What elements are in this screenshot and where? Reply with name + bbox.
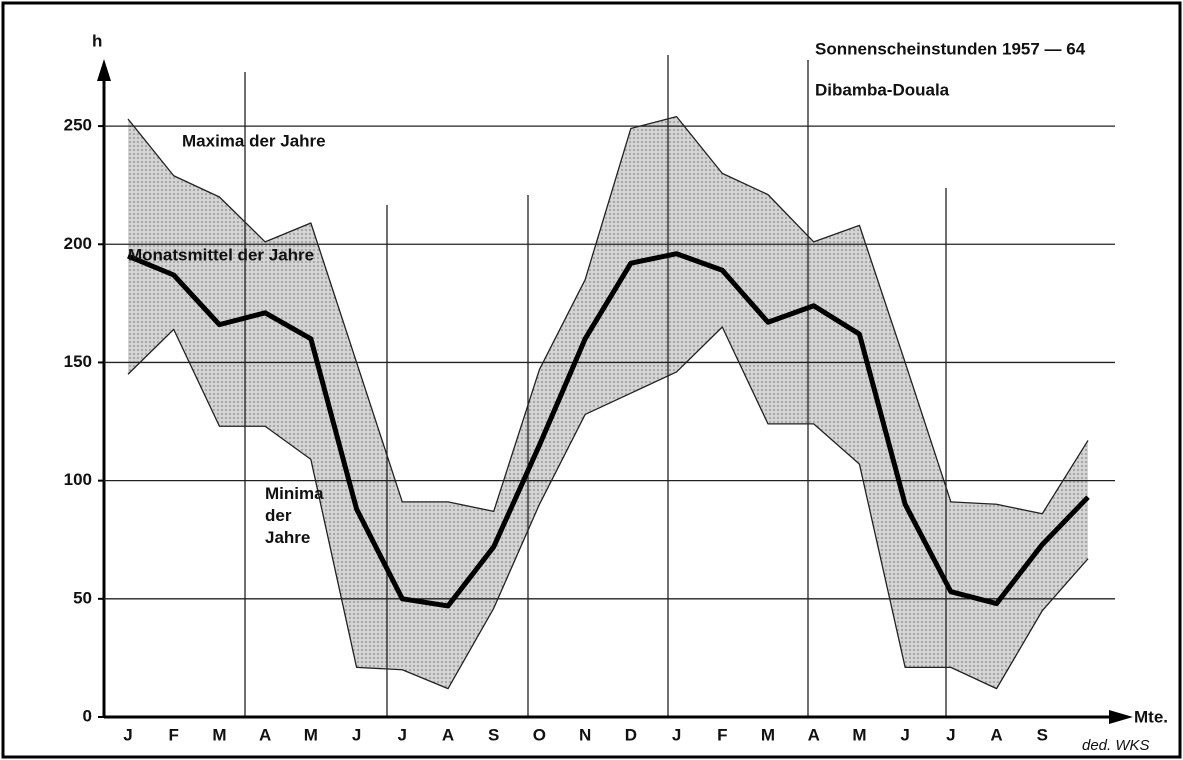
series-label: Maxima der Jahre xyxy=(182,131,326,150)
x-tick-label: M xyxy=(304,725,318,744)
y-axis-arrow xyxy=(97,59,111,81)
band-fill xyxy=(128,116,1088,689)
mean-line xyxy=(127,251,1090,609)
chart-title: Sonnenscheinstunden 1957 — 64 xyxy=(815,39,1086,58)
x-tick-label: J xyxy=(352,725,361,744)
y-tick-label: 250 xyxy=(64,116,92,135)
x-tick-label: N xyxy=(579,725,591,744)
x-tick-label: M xyxy=(212,725,226,744)
y-tick-label: 50 xyxy=(73,588,92,607)
x-tick-label: J xyxy=(123,725,132,744)
range-line xyxy=(127,115,1089,515)
y-axis-label: h xyxy=(92,31,102,50)
x-axis-label: Mte. xyxy=(1134,707,1168,726)
x-tick-label: A xyxy=(442,725,454,744)
y-tick-label: 100 xyxy=(64,470,92,489)
x-tick-label: J xyxy=(946,725,955,744)
x-tick-label: J xyxy=(672,725,681,744)
vertical-grid xyxy=(244,55,947,717)
x-tick-label: M xyxy=(761,725,775,744)
x-tick-label: M xyxy=(852,725,866,744)
x-tick-label: A xyxy=(990,725,1002,744)
y-tick-label: 200 xyxy=(64,234,92,253)
x-tick-label: D xyxy=(625,725,637,744)
y-tick-label: 0 xyxy=(83,706,92,725)
x-tick-label: F xyxy=(717,725,727,744)
x-tick-label: J xyxy=(398,725,407,744)
series-label: Minima der Jahre xyxy=(265,484,324,547)
x-tick-label: J xyxy=(900,725,909,744)
x-tick-label: S xyxy=(1037,725,1048,744)
x-tick-label: A xyxy=(259,725,271,744)
chart-subtitle: Dibamba-Douala xyxy=(815,80,950,99)
y-tick-label: 150 xyxy=(64,352,92,371)
series-label: Monatsmittel der Jahre xyxy=(128,245,314,264)
x-axis-arrow xyxy=(1109,710,1133,724)
x-tick-label: O xyxy=(533,725,546,744)
credit: ded. WKS xyxy=(1082,737,1150,754)
x-tick-label: S xyxy=(488,725,499,744)
range-line xyxy=(127,326,1089,690)
x-tick-label: F xyxy=(169,725,179,744)
x-tick-label: A xyxy=(808,725,820,744)
